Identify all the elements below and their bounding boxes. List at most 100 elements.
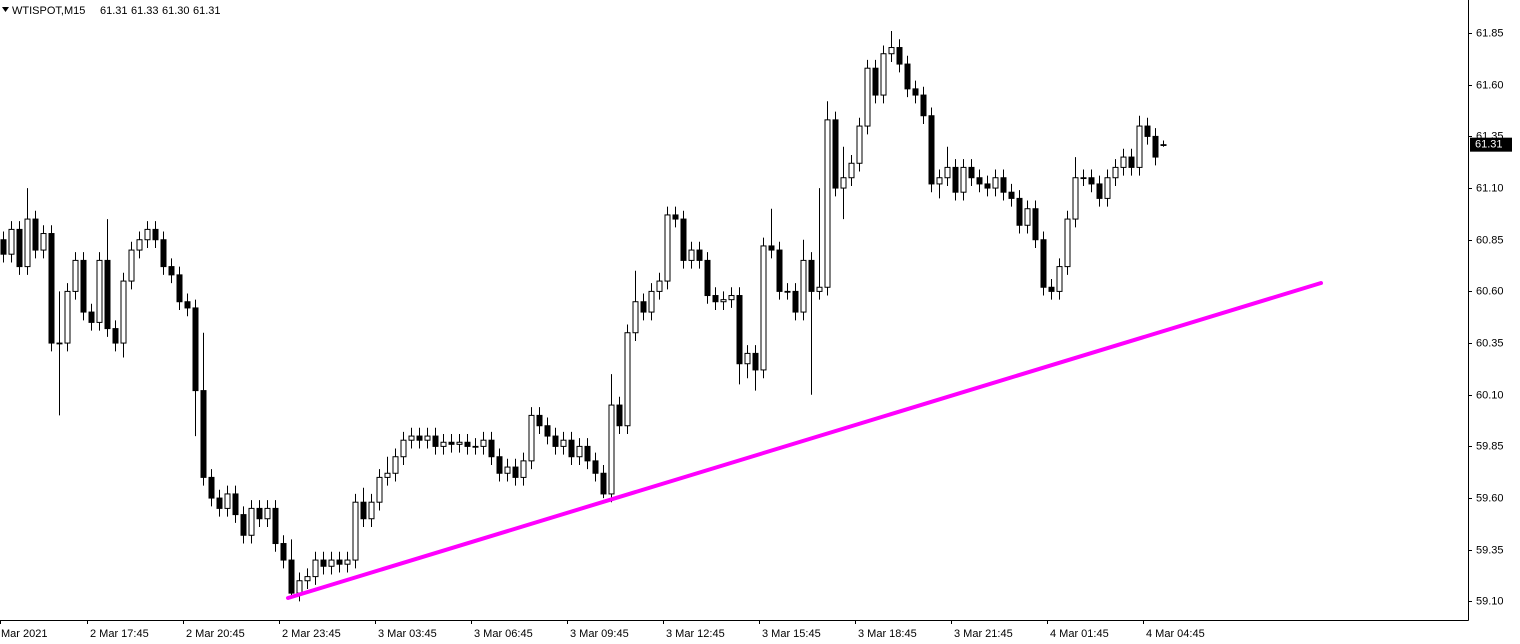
candle-body: [160, 239, 167, 268]
candle-body: [184, 301, 191, 309]
candle-body: [920, 94, 927, 117]
candle-body: [832, 119, 839, 189]
candle-body: [1112, 166, 1119, 179]
candle-body: [760, 245, 767, 371]
candle-body: [1040, 239, 1047, 288]
candle-body: [552, 435, 559, 447]
candle-body: [720, 299, 727, 303]
candle-body: [104, 259, 111, 330]
candle-body: [632, 301, 639, 334]
candle-body: [576, 445, 583, 458]
candle-body: [840, 177, 847, 189]
y-tick-label: 59.60: [1476, 492, 1504, 504]
candle-body: [328, 559, 335, 567]
candle-body: [296, 580, 303, 594]
candle-body: [400, 439, 407, 458]
header-values: 61.31 61.33 61.30 61.31: [100, 5, 221, 17]
candle-body: [1048, 286, 1055, 292]
x-tick-label: 2 Mar 17:45: [90, 628, 149, 640]
candle-body: [280, 543, 287, 561]
candle-body: [344, 559, 351, 565]
candle-body: [488, 439, 495, 458]
candle-body: [128, 249, 135, 282]
y-tick-label: 61.85: [1476, 27, 1504, 39]
candle-body: [672, 214, 679, 220]
candle-body: [208, 476, 215, 499]
x-tick-label: 2 Mar 20:45: [186, 628, 245, 640]
y-tick-label: 60.85: [1476, 234, 1504, 246]
candle-body: [64, 290, 71, 344]
candle-body: [688, 249, 695, 261]
collapse-icon[interactable]: [2, 7, 9, 12]
x-tick-label: 3 Mar 06:45: [474, 628, 533, 640]
header-value: 61.31: [193, 5, 221, 17]
candle-body: [32, 218, 39, 251]
y-tick-label: 59.85: [1476, 440, 1504, 452]
candle-body: [768, 245, 775, 251]
candle-body: [496, 456, 503, 474]
candle-body: [1128, 156, 1135, 168]
candle-body: [528, 414, 535, 462]
candle-body: [448, 441, 455, 445]
candle-body: [480, 439, 487, 447]
candle-body: [704, 259, 711, 297]
candle-body: [1152, 135, 1159, 158]
candle-body: [1072, 177, 1079, 220]
candle-body: [1080, 177, 1087, 180]
candle-body: [936, 177, 943, 185]
candle-body: [80, 259, 87, 313]
price-label-box: [1470, 137, 1512, 152]
candle-body: [912, 88, 919, 96]
candle-body: [960, 166, 967, 193]
candle-body: [1104, 177, 1111, 199]
candle-body: [952, 166, 959, 193]
candle-body: [168, 266, 175, 276]
candle-body: [384, 472, 391, 478]
candle-body: [992, 177, 999, 189]
candle-body: [120, 280, 127, 344]
candle-body: [648, 290, 655, 313]
candle-body: [744, 352, 751, 365]
header-value: 61.31: [100, 5, 128, 17]
candle-body: [696, 249, 703, 261]
candle-body: [608, 404, 615, 495]
x-tick-label: 4 Mar 01:45: [1050, 628, 1109, 640]
y-tick-label: 59.35: [1476, 544, 1504, 556]
candle-body: [784, 290, 791, 293]
candle-body: [360, 501, 367, 520]
candle-body: [600, 472, 607, 495]
candle-body: [456, 441, 463, 445]
symbol-title: WTISPOT,M15: [12, 5, 85, 17]
candle-body: [520, 460, 527, 478]
header-value: 61.33: [131, 5, 159, 17]
candle-body: [464, 441, 471, 447]
candle-body: [1088, 177, 1095, 185]
y-tick-label: 60.35: [1476, 337, 1504, 349]
candle-body: [816, 286, 823, 292]
candle-body: [800, 259, 807, 313]
candle-body: [24, 218, 31, 268]
candle-body: [424, 435, 431, 441]
candle-body: [1064, 218, 1071, 268]
candle-body: [1032, 208, 1039, 241]
x-tick-label: 3 Mar 15:45: [762, 628, 821, 640]
candle-body: [1008, 191, 1015, 199]
candle-body: [1120, 156, 1127, 168]
candle-body: [904, 63, 911, 90]
candle-body: [376, 476, 383, 503]
candle-body: [792, 290, 799, 313]
candle-body: [624, 332, 631, 427]
candle-body: [416, 435, 423, 441]
candle-body: [200, 390, 207, 478]
candle-body: [656, 280, 663, 292]
candle-body: [888, 47, 895, 55]
candle-body: [232, 493, 239, 516]
candle-body: [1000, 177, 1007, 193]
trend-line[interactable]: [286, 281, 1323, 600]
candle-body: [728, 295, 735, 301]
candle-body: [304, 576, 311, 582]
x-tick-label: 3 Mar 03:45: [378, 628, 437, 640]
candle-body: [896, 47, 903, 65]
